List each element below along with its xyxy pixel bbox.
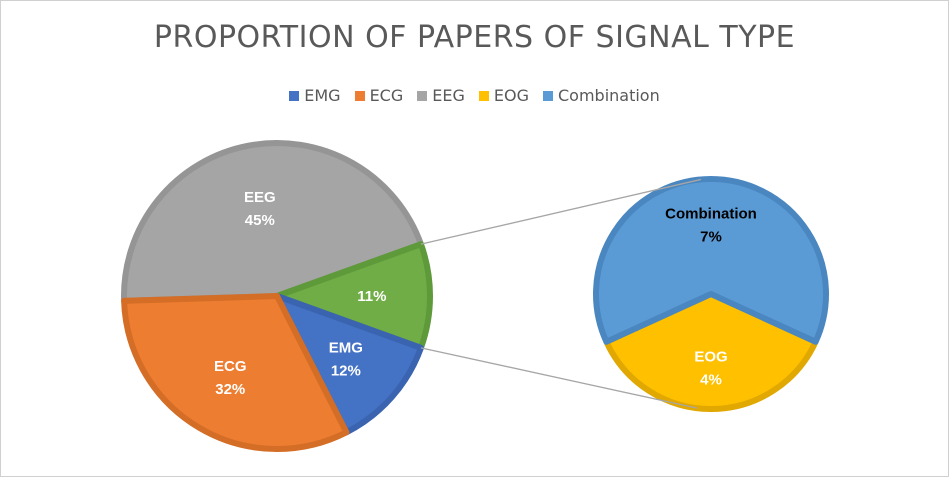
data-label-eeg-name: EEG bbox=[244, 189, 276, 206]
data-label-eog-name: EOG bbox=[694, 348, 727, 365]
pie-slice-emg bbox=[274, 293, 424, 436]
legend-item-ecg: ECG bbox=[354, 86, 404, 105]
data-label-ecg: ECG 32% bbox=[214, 358, 247, 398]
legend-label: EEG bbox=[432, 86, 465, 105]
legend: EMG ECG EEG EOG Combination bbox=[0, 86, 949, 105]
legend-label: Combination bbox=[557, 86, 660, 105]
legend-item-eeg: EEG bbox=[417, 86, 465, 105]
legend-swatch bbox=[354, 90, 365, 101]
pie-slice-ecg bbox=[121, 293, 350, 452]
legend-item-eog: EOG bbox=[478, 86, 529, 105]
legend-swatch bbox=[542, 90, 553, 101]
data-label-eog-value: 4% bbox=[700, 371, 722, 388]
data-label-combination: Combination 7% bbox=[665, 206, 757, 246]
data-label-ecg-name: ECG bbox=[214, 358, 247, 375]
pie-slice-other bbox=[274, 241, 433, 351]
data-label-emg-name: EMG bbox=[329, 340, 363, 357]
data-label-combination-name: Combination bbox=[665, 206, 757, 223]
legend-label: EMG bbox=[304, 86, 341, 105]
data-label-eog: EOG 4% bbox=[694, 348, 727, 388]
chart-title: PROPORTION OF PAPERS OF SIGNAL TYPE bbox=[153, 20, 796, 55]
data-label-eeg-value: 45% bbox=[245, 212, 275, 229]
secondary-slice-combination bbox=[593, 176, 829, 345]
data-label-eeg: EEG 45% bbox=[244, 189, 276, 229]
legend-item-emg: EMG bbox=[289, 86, 341, 105]
legend-swatch bbox=[417, 90, 428, 101]
legend-label: EOG bbox=[493, 86, 529, 105]
data-label-emg-value: 12% bbox=[331, 363, 361, 380]
connector-line-top bbox=[420, 178, 702, 245]
data-label-other: 11% bbox=[357, 288, 386, 305]
legend-item-combination: Combination bbox=[542, 86, 660, 105]
legend-label: ECG bbox=[369, 86, 404, 105]
pie-slice-eeg bbox=[121, 140, 424, 304]
legend-swatch bbox=[478, 90, 489, 101]
data-label-combination-value: 7% bbox=[700, 229, 722, 246]
legend-swatch bbox=[289, 90, 300, 101]
secondary-slice-eog bbox=[603, 291, 819, 413]
data-label-other-value: 11% bbox=[357, 288, 386, 305]
data-label-emg: EMG 12% bbox=[329, 340, 363, 380]
connector-line-bottom bbox=[420, 347, 698, 409]
data-label-ecg-value: 32% bbox=[215, 381, 245, 398]
